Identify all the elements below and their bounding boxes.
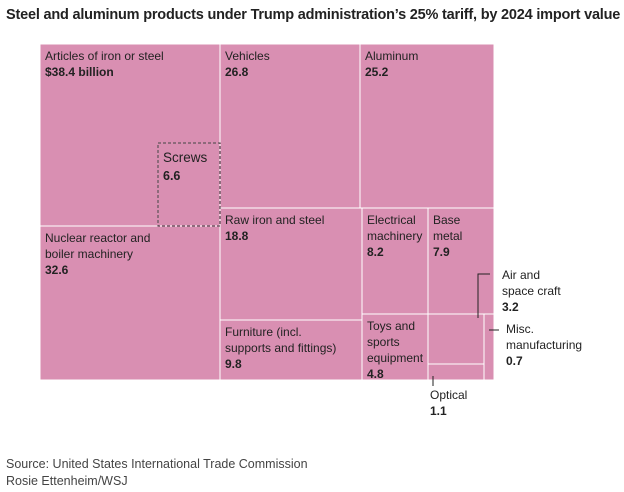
callout-optical-value: 1.1	[430, 404, 447, 418]
tile-rect-misc	[483, 313, 495, 381]
credit-note: Rosie Ettenheim/WSJ	[6, 474, 128, 488]
treemap-tile-electrical: Electrical machinery 8.2	[361, 207, 429, 315]
callout-aircraft-line2: space craft	[502, 284, 561, 298]
treemap-tile-aircraft	[427, 313, 485, 365]
tile-value-vehicles: 26.8	[225, 65, 249, 79]
chart-title: Steel and aluminum products under Trump …	[6, 7, 621, 23]
highlight-screws-outline	[157, 142, 221, 227]
tile-value-aluminum: 25.2	[365, 65, 389, 79]
treemap-tile-nuclear: Nuclear reactor and boiler machinery 32.6	[39, 225, 221, 381]
tile-rect-optical	[427, 363, 485, 381]
tile-rect-raw-iron	[219, 207, 363, 321]
tile-label-nuclear-line2: boiler machinery	[45, 247, 133, 261]
treemap-tile-raw-iron: Raw iron and steel 18.8	[219, 207, 363, 321]
callout-optical-label: Optical	[430, 388, 467, 402]
callout-misc-line2: manufacturing	[506, 338, 582, 352]
tile-rect-furniture	[219, 319, 363, 381]
tile-value-nuclear: 32.6	[45, 263, 69, 277]
tile-label-toys-line3: equipment	[367, 351, 424, 365]
treemap-tile-vehicles: Vehicles 26.8	[219, 43, 361, 209]
tile-label-aluminum-line1: Aluminum	[365, 49, 418, 63]
treemap-tile-misc	[483, 313, 495, 381]
tile-label-toys-line2: sports	[367, 335, 400, 349]
tile-label-nuclear-line1: Nuclear reactor and	[45, 231, 150, 245]
treemap-tile-toys: Toys and sports equipment 4.8	[361, 313, 429, 381]
highlight-screws: Screws 6.6	[157, 142, 221, 227]
tile-rect-electrical	[361, 207, 429, 315]
tile-label-furniture-line2: supports and fittings)	[225, 341, 336, 355]
tile-value-base-metal: 7.9	[433, 245, 450, 259]
tile-label-base-metal-line1: Base	[433, 213, 461, 227]
tile-value-iron-steel: $38.4 billion	[45, 65, 114, 79]
tile-rect-aluminum	[359, 43, 495, 209]
tile-rect-aircraft	[427, 313, 485, 365]
tile-label-furniture-line1: Furniture (incl.	[225, 325, 302, 339]
tile-value-toys: 4.8	[367, 367, 384, 381]
tile-label-toys-line1: Toys and	[367, 319, 415, 333]
tile-label-base-metal-line2: metal	[433, 229, 462, 243]
highlight-screws-value: 6.6	[163, 169, 180, 183]
tile-rect-toys	[361, 313, 429, 381]
callout-aircraft-line1: Air and	[502, 268, 540, 282]
tile-rect-base-metal	[427, 207, 495, 315]
highlight-screws-label: Screws	[163, 150, 208, 165]
treemap-tile-base-metal: Base metal 7.9	[427, 207, 495, 315]
treemap-tile-iron-steel: Articles of iron or steel $38.4 billion	[39, 43, 221, 227]
treemap-tile-furniture: Furniture (incl. supports and fittings) 9.…	[219, 319, 363, 381]
source-note: Source: United States International Trad…	[6, 457, 308, 471]
tile-label-vehicles-line1: Vehicles	[225, 49, 270, 63]
leader-aircraft	[477, 273, 490, 318]
treemap-chart: Articles of iron or steel $38.4 billion Ve…	[39, 43, 582, 418]
tile-value-raw-iron: 18.8	[225, 229, 249, 243]
tile-label-raw-iron-line1: Raw iron and steel	[225, 213, 324, 227]
tile-value-electrical: 8.2	[367, 245, 384, 259]
treemap-tile-aluminum: Aluminum 25.2	[359, 43, 495, 209]
tile-rect-nuclear	[39, 225, 221, 381]
tile-label-electrical-line2: machinery	[367, 229, 422, 243]
callout-misc-value: 0.7	[506, 354, 523, 368]
tile-label-electrical-line1: Electrical	[367, 213, 416, 227]
treemap-tile-optical	[427, 363, 485, 381]
callout-misc-line1: Misc.	[506, 322, 534, 336]
tile-value-furniture: 9.8	[225, 357, 242, 371]
callout-aircraft-value: 3.2	[502, 300, 519, 314]
tile-label-iron-steel-line1: Articles of iron or steel	[45, 49, 164, 63]
